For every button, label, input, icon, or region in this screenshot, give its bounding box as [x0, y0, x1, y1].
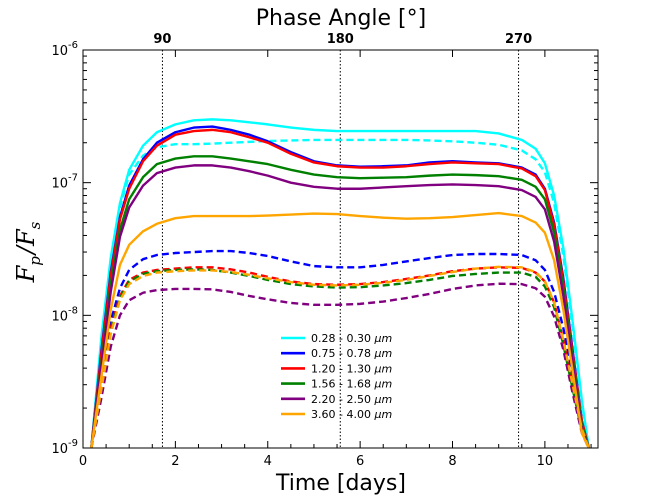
x-tick-label-0: 0	[79, 454, 87, 469]
legend-label-4: 2.20 - 2.50 μm	[311, 393, 392, 406]
series-lines	[90, 118, 590, 448]
legend-label-1: 0.75 - 0.78 μm	[311, 347, 392, 360]
y-tick-label-3: 10-6	[51, 40, 78, 59]
y-axis-title-sub2: s	[26, 221, 44, 229]
x-axis-title: Time [days]	[275, 471, 406, 496]
legend-label-3: 1.56 - 1.68 μm	[311, 378, 392, 391]
x-tick-label-4: 8	[448, 454, 456, 469]
y-axis-title-f1: F	[12, 264, 40, 283]
legend-label-2: 1.20 - 1.30 μm	[311, 362, 392, 375]
y-axis-title-slash: /	[12, 243, 40, 256]
axes: 0 2 4 6 8 10 10-9 10-8 10-7 10-6 90 180 270	[51, 32, 599, 469]
top-tick-label-2: 270	[505, 32, 532, 47]
top-tick-label-1: 180	[327, 32, 354, 47]
x-tick-label-1: 2	[171, 454, 179, 469]
series-line-8-solid	[90, 164, 590, 448]
series-line-11-dashed	[90, 265, 590, 448]
series-line-7-dashed	[90, 268, 590, 448]
x-tick-label-5: 10	[537, 454, 554, 469]
legend-label-0: 0.28 - 0.30 μm	[311, 332, 392, 345]
series-line-9-dashed	[90, 282, 590, 448]
x-tick-label-2: 4	[264, 454, 272, 469]
y-tick-label-0: 10-9	[51, 438, 78, 457]
series-line-6-solid	[90, 155, 590, 448]
x-tick-label-3: 6	[356, 454, 364, 469]
y-tick-label-2: 10-7	[51, 173, 78, 192]
series-line-1-dashed	[90, 138, 590, 448]
series-line-4-solid	[90, 128, 590, 448]
plot-frame	[82, 49, 599, 449]
series-line-3-dashed	[90, 249, 590, 448]
y-axis-title-sub1: p	[26, 256, 44, 266]
legend-label-5: 3.60 - 4.00 μm	[311, 408, 392, 421]
y-axis-title-f2: F	[12, 228, 40, 247]
legend: 0.28 - 0.30 μm 0.75 - 0.78 μm 1.20 - 1.30 …	[281, 332, 392, 421]
y-tick-label-1: 10-8	[51, 305, 78, 324]
series-line-0-solid	[90, 118, 590, 448]
y-axis-title: Fp/Fs	[12, 221, 44, 283]
top-axis-title: Phase Angle [°]	[256, 6, 426, 31]
series-line-10-solid	[90, 211, 590, 448]
top-tick-label-0: 90	[153, 32, 171, 47]
